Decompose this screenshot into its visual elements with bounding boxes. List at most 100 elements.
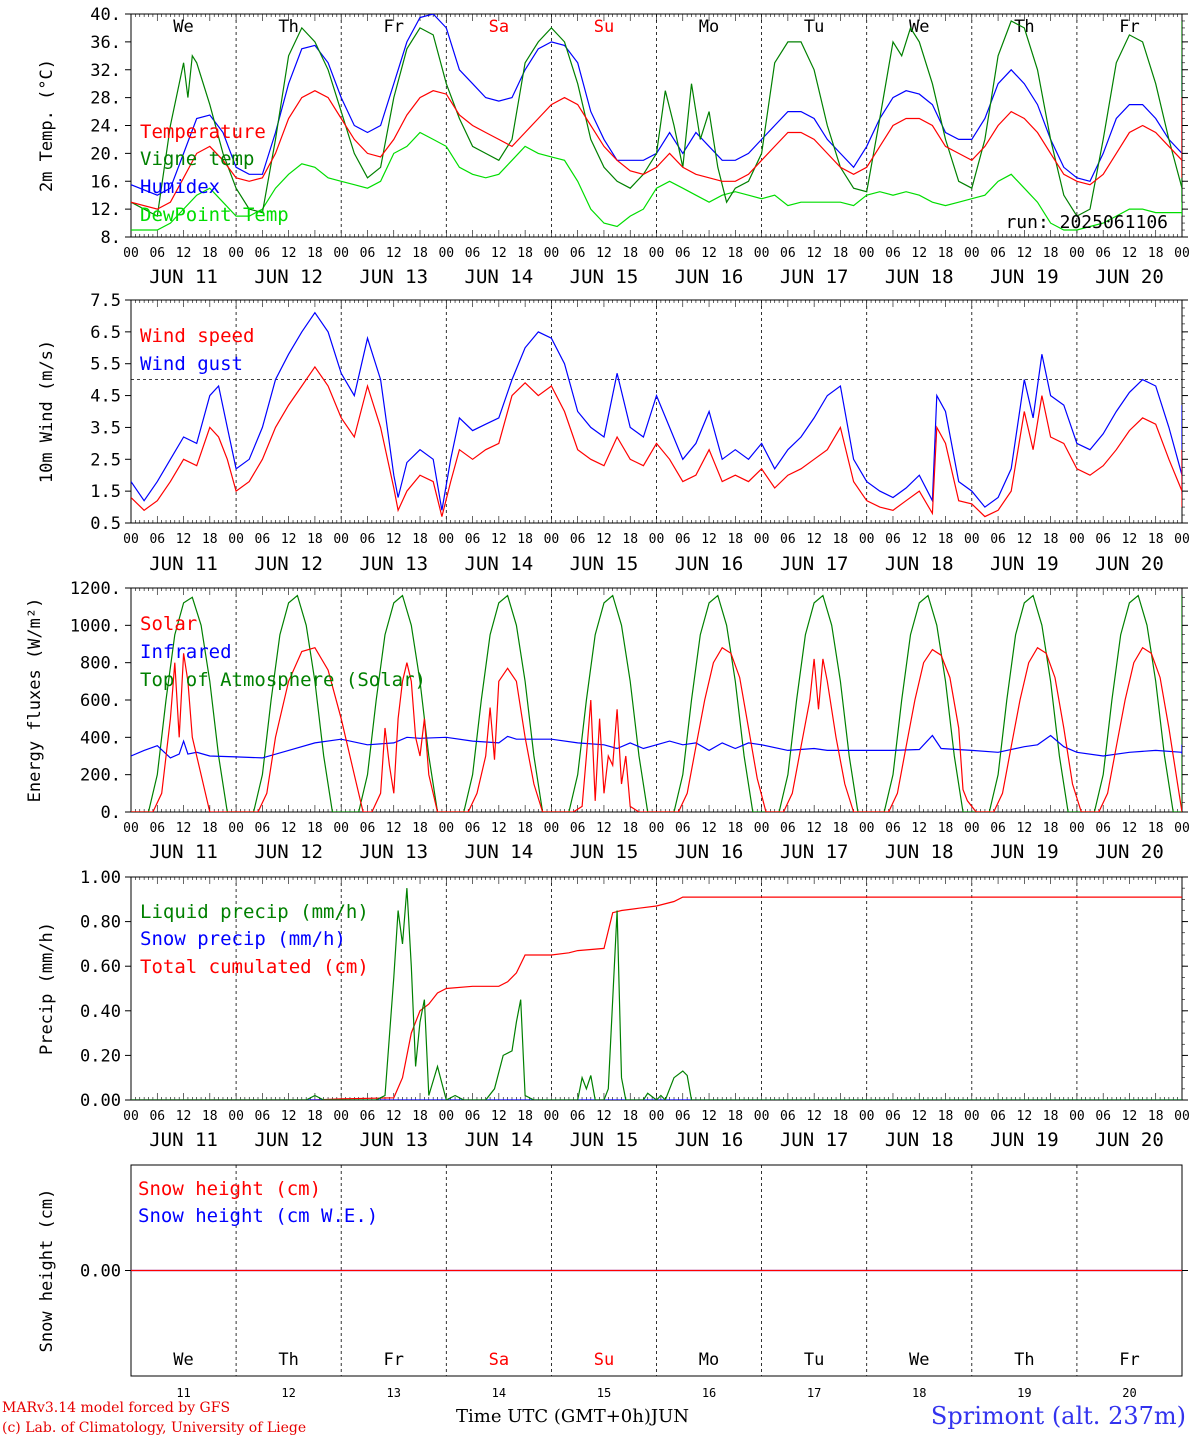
hour-tick-label: 00 — [544, 532, 560, 547]
hour-tick-label: 12 — [1122, 821, 1138, 836]
y-tick-label: 0.5 — [90, 514, 121, 534]
hour-tick-label: 06 — [570, 821, 586, 836]
hour-tick-label: 06 — [1095, 532, 1111, 547]
date-label: JUN 16 — [675, 553, 744, 575]
hour-tick-label: 06 — [990, 821, 1006, 836]
hour-tick-label: 18 — [622, 532, 638, 547]
hour-tick-label: 00 — [649, 1109, 665, 1124]
date-label: JUN 17 — [780, 841, 849, 863]
hour-tick-label: 12 — [1017, 532, 1033, 547]
hour-tick-label: 00 — [964, 1109, 980, 1124]
date-label: JUN 17 — [780, 1129, 849, 1151]
hour-tick-label: 12 — [1017, 821, 1033, 836]
day-number-label: 20 — [1122, 1386, 1136, 1400]
hour-tick-label: 18 — [202, 246, 218, 261]
hour-tick-label: 00 — [1174, 532, 1190, 547]
hour-tick-label: 12 — [176, 1109, 192, 1124]
hour-tick-label: 18 — [938, 532, 954, 547]
run-label: run: 2025061106 — [1005, 212, 1168, 233]
x-axis-month: JUN — [650, 1406, 690, 1427]
legend-entry: Top of Atmosphere (Solar) — [140, 669, 426, 691]
hour-tick-label: 00 — [438, 1109, 454, 1124]
date-label: JUN 20 — [1095, 553, 1164, 575]
panel-5: 0.00 Snow height (cm) We Th Fr Sa Su Mo Tu We Th Fr… — [37, 1164, 1188, 1400]
weekday-label: Tu — [804, 17, 824, 37]
date-label: JUN 11 — [149, 266, 218, 288]
y-tick-label: 1200. — [70, 579, 121, 599]
station-name: Sprimont (alt. 237m) — [930, 1402, 1186, 1430]
hour-tick-label: 06 — [149, 821, 165, 836]
hour-tick-label: 12 — [281, 1109, 297, 1124]
date-label: JUN 11 — [149, 553, 218, 575]
date-label: JUN 12 — [254, 553, 323, 575]
legend-entry: Wind gust — [140, 353, 243, 375]
y-tick-label: 0. — [101, 803, 121, 823]
day-number-label: 14 — [492, 1386, 506, 1400]
hour-tick-label: 00 — [1069, 821, 1085, 836]
date-label: JUN 11 — [149, 841, 218, 863]
hour-tick-label: 06 — [885, 246, 901, 261]
hour-tick-label: 06 — [570, 246, 586, 261]
date-label: JUN 16 — [675, 1129, 744, 1151]
hour-tick-label: 12 — [386, 246, 402, 261]
hour-tick-label: 06 — [360, 821, 376, 836]
date-label: JUN 17 — [780, 266, 849, 288]
y-tick-label: 32. — [90, 61, 121, 81]
hour-tick-label: 00 — [964, 821, 980, 836]
y-tick-label: 6.5 — [90, 323, 121, 343]
y-tick-label: 20. — [90, 144, 121, 164]
date-label: JUN 18 — [885, 1129, 954, 1151]
date-label: JUN 14 — [465, 1129, 534, 1151]
hour-tick-label: 06 — [780, 821, 796, 836]
hour-tick-label: 12 — [176, 532, 192, 547]
hour-tick-label: 00 — [859, 821, 875, 836]
hour-tick-label: 12 — [1017, 1109, 1033, 1124]
hour-tick-label: 06 — [149, 1109, 165, 1124]
panel-3: 0. 200. 400. 600. 800. 1000. 1200. Energy fluxe… — [25, 579, 1190, 863]
hour-tick-label: 00 — [333, 532, 349, 547]
hour-tick-label: 00 — [123, 821, 139, 836]
hour-tick-label: 18 — [833, 532, 849, 547]
y-tick-label: 36. — [90, 33, 121, 53]
hour-tick-label: 06 — [465, 532, 481, 547]
hour-tick-label: 18 — [622, 246, 638, 261]
hour-tick-label: 18 — [727, 246, 743, 261]
weekday-label: We — [909, 17, 929, 37]
hour-tick-label: 18 — [1148, 1109, 1164, 1124]
hour-tick-label: 18 — [1148, 246, 1164, 261]
y-tick-label: 16. — [90, 172, 121, 192]
hour-tick-label: 12 — [491, 532, 507, 547]
legend-entry: DewPoint Temp — [140, 204, 289, 226]
hour-tick-label: 12 — [596, 821, 612, 836]
hour-tick-label: 06 — [885, 1109, 901, 1124]
y-tick-label: 3.5 — [90, 418, 121, 438]
hour-tick-label: 06 — [675, 246, 691, 261]
day-number-label: 12 — [281, 1386, 295, 1400]
hour-tick-label: 12 — [806, 532, 822, 547]
y-tick-label: 0.00 — [80, 1091, 121, 1111]
hour-tick-label: 12 — [701, 246, 717, 261]
hour-tick-label: 18 — [833, 1109, 849, 1124]
date-label: JUN 14 — [465, 266, 534, 288]
hour-tick-label: 06 — [465, 821, 481, 836]
x-axis-title: Time UTC (GMT+0h) — [456, 1406, 651, 1427]
hour-tick-label: 00 — [649, 821, 665, 836]
legend-entry: Humidex — [140, 176, 220, 198]
legend-entry: Solar — [140, 613, 197, 635]
hour-tick-label: 12 — [386, 821, 402, 836]
hour-tick-label: 06 — [675, 532, 691, 547]
y-tick-label: 1.00 — [80, 868, 121, 888]
legend-entry: Vigne temp — [140, 148, 254, 170]
y-tick-label: 28. — [90, 89, 121, 109]
day-number-label: 19 — [1017, 1386, 1031, 1400]
hour-tick-label: 18 — [412, 246, 428, 261]
y-axis-label: 10m Wind (m/s) — [37, 340, 57, 483]
day-number-label: 16 — [702, 1386, 716, 1400]
hour-tick-label: 00 — [123, 246, 139, 261]
y-tick-label: 40. — [90, 5, 121, 25]
hour-tick-label: 12 — [806, 1109, 822, 1124]
hour-tick-label: 12 — [1122, 1109, 1138, 1124]
legend-entry: Temperature — [140, 121, 266, 143]
hour-tick-label: 06 — [149, 532, 165, 547]
